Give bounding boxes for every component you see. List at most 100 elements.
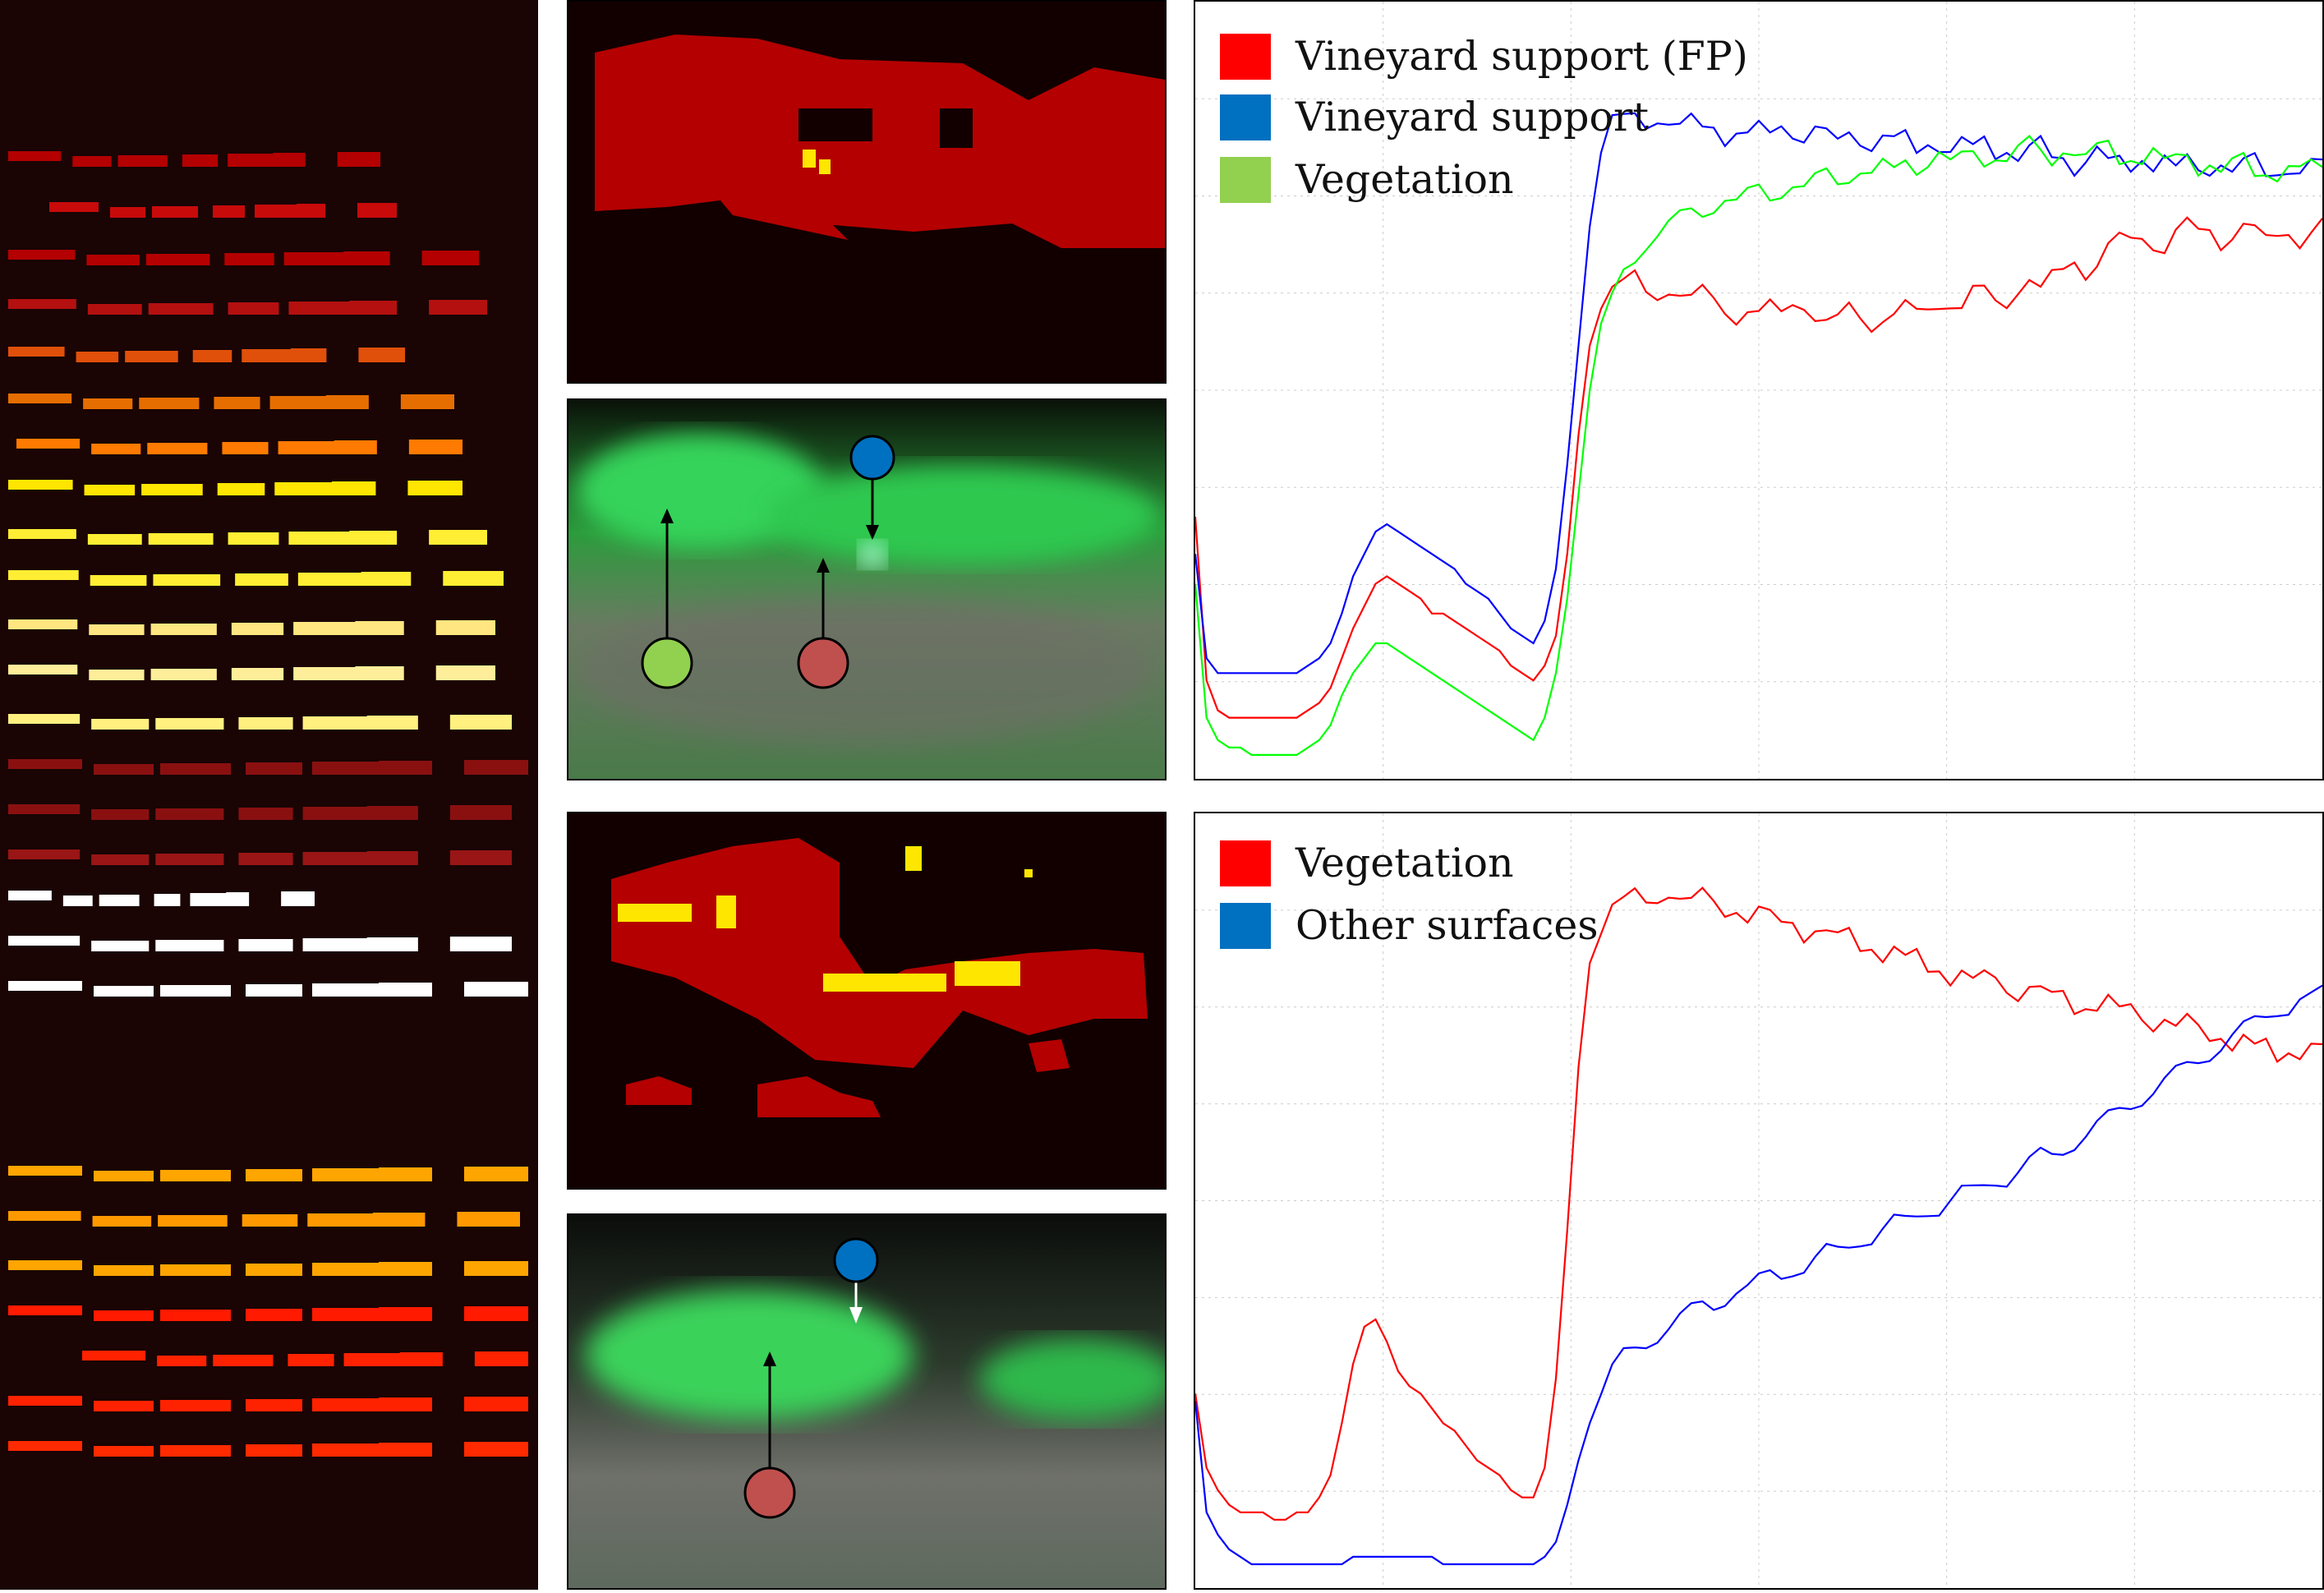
- vine-row-stripe: [464, 1442, 528, 1457]
- vine-row-stripe: [331, 481, 376, 495]
- legend-item: Vineyard support (FP): [1220, 33, 1748, 80]
- vine-row-stripe: [8, 1166, 82, 1176]
- vine-row-stripe: [325, 395, 369, 409]
- vine-row-stripe: [399, 1352, 443, 1366]
- vine-row-stripe: [238, 939, 293, 951]
- rgb-image-bottom: [567, 1213, 1176, 1590]
- vineyard-row-map-svg: [8, 151, 528, 1457]
- rgb-image-bottom-svg: [568, 1215, 1176, 1588]
- legend-swatch: [1220, 840, 1271, 886]
- vine-row-stripe: [89, 670, 145, 680]
- vine-row-stripe: [343, 251, 390, 265]
- vine-row-stripe: [312, 1398, 380, 1411]
- vine-row-stripe: [8, 529, 76, 539]
- spectral-chart-top: Vineyard support (FP) Vineyard support V…: [1194, 0, 2324, 780]
- vine-row-stripe: [82, 1351, 146, 1360]
- vine-row-stripe: [8, 849, 81, 859]
- vine-row-stripe: [228, 154, 274, 167]
- spectral-chart-top-svg: [1194, 2, 2323, 779]
- classification-map-top-svg: [595, 35, 1165, 248]
- vine-row-stripe: [8, 619, 78, 629]
- vine-row-stripe: [91, 941, 150, 951]
- false-positive-pixel: [716, 895, 736, 928]
- vine-row-stripe: [355, 621, 404, 635]
- arrow-head: [866, 525, 879, 540]
- vine-row-stripe: [110, 207, 145, 218]
- marker-blue: [849, 435, 895, 481]
- vine-row-stripe: [449, 937, 512, 951]
- vine-row-stripe: [145, 254, 210, 265]
- vine-row-stripe: [154, 894, 181, 906]
- classification-map-bottom: [567, 812, 1167, 1190]
- vine-row-stripe: [148, 303, 214, 315]
- vine-row-stripe: [192, 350, 232, 362]
- vine-row-stripe: [242, 349, 292, 362]
- vine-row-stripe: [62, 895, 93, 906]
- marker-red: [797, 637, 849, 689]
- vine-row-stripe: [222, 442, 269, 454]
- vine-row-stripe: [8, 891, 52, 900]
- vine-row-stripe: [157, 1356, 207, 1366]
- vine-row-stripe: [246, 984, 302, 997]
- vine-row-stripe: [214, 397, 260, 409]
- vine-row-stripe: [125, 351, 178, 362]
- vine-row-stripe: [8, 570, 79, 580]
- legend-item: Vegetation: [1220, 840, 1514, 886]
- vine-row-stripe: [288, 302, 351, 315]
- vine-row-stripe: [86, 255, 140, 265]
- vine-row-stripe: [8, 299, 76, 309]
- legend-swatch: [1220, 902, 1271, 949]
- vine-row-stripe: [8, 151, 62, 161]
- vine-row-stripe: [91, 719, 150, 730]
- classified-vine-region: [626, 1076, 692, 1105]
- vine-row-stripe: [91, 809, 150, 820]
- classified-vine-region: [1029, 1039, 1070, 1072]
- vine-row-stripe: [231, 668, 284, 680]
- vine-row-stripe: [474, 1351, 528, 1366]
- vine-row-stripe: [312, 762, 380, 775]
- vine-row-stripe: [217, 483, 265, 495]
- vine-row-stripe: [94, 1171, 154, 1181]
- vine-row-stripe: [8, 936, 81, 946]
- vine-row-stripe: [8, 981, 82, 991]
- legend-swatch: [1220, 94, 1271, 140]
- vine-row-stripe: [49, 202, 99, 212]
- vine-row-stripe: [278, 441, 335, 454]
- series-line-other-surfaces: [1194, 984, 2323, 1566]
- vine-row-stripe: [443, 571, 504, 586]
- vine-row-stripe: [94, 764, 154, 775]
- support-pole-highlight: [859, 541, 886, 568]
- vine-row-stripe: [379, 983, 432, 997]
- classified-vine-region: [611, 838, 1148, 1068]
- vine-row-stripe: [224, 253, 274, 265]
- vine-row-stripe: [246, 1169, 302, 1181]
- marker-red: [743, 1466, 796, 1519]
- vine-row-stripe: [274, 482, 333, 495]
- legend-swatch: [1220, 33, 1271, 80]
- legend-label: Vegetation: [1295, 156, 1514, 203]
- legend-item: Other surfaces: [1220, 902, 1598, 949]
- classification-map-top: [567, 0, 1167, 384]
- vine-row-stripe: [160, 1400, 231, 1411]
- false-positive-pixel: [618, 904, 692, 922]
- classified-vine-region: [595, 35, 1165, 248]
- vine-row-stripe: [155, 718, 224, 730]
- vine-row-stripe: [99, 895, 140, 906]
- vine-row-stripe: [312, 1168, 380, 1181]
- vine-row-stripe: [91, 444, 141, 454]
- vine-row-stripe: [182, 154, 219, 167]
- vine-row-stripe: [139, 398, 200, 409]
- vine-row-stripe: [379, 1167, 432, 1181]
- vine-row-stripe: [449, 850, 512, 865]
- series-line-vineyard-support-fp-: [1194, 216, 2323, 719]
- vine-row-stripe: [457, 1212, 520, 1227]
- arrow-head: [660, 509, 674, 523]
- vine-row-stripe: [246, 1399, 302, 1411]
- vine-row-stripe: [269, 396, 327, 409]
- vine-row-stripe: [379, 1307, 432, 1321]
- vine-row-stripe: [8, 480, 73, 490]
- vine-row-stripe: [290, 348, 327, 362]
- vine-row-stripe: [83, 398, 133, 409]
- legend-item: Vineyard support: [1220, 94, 1649, 140]
- vine-row-stripe: [366, 716, 418, 730]
